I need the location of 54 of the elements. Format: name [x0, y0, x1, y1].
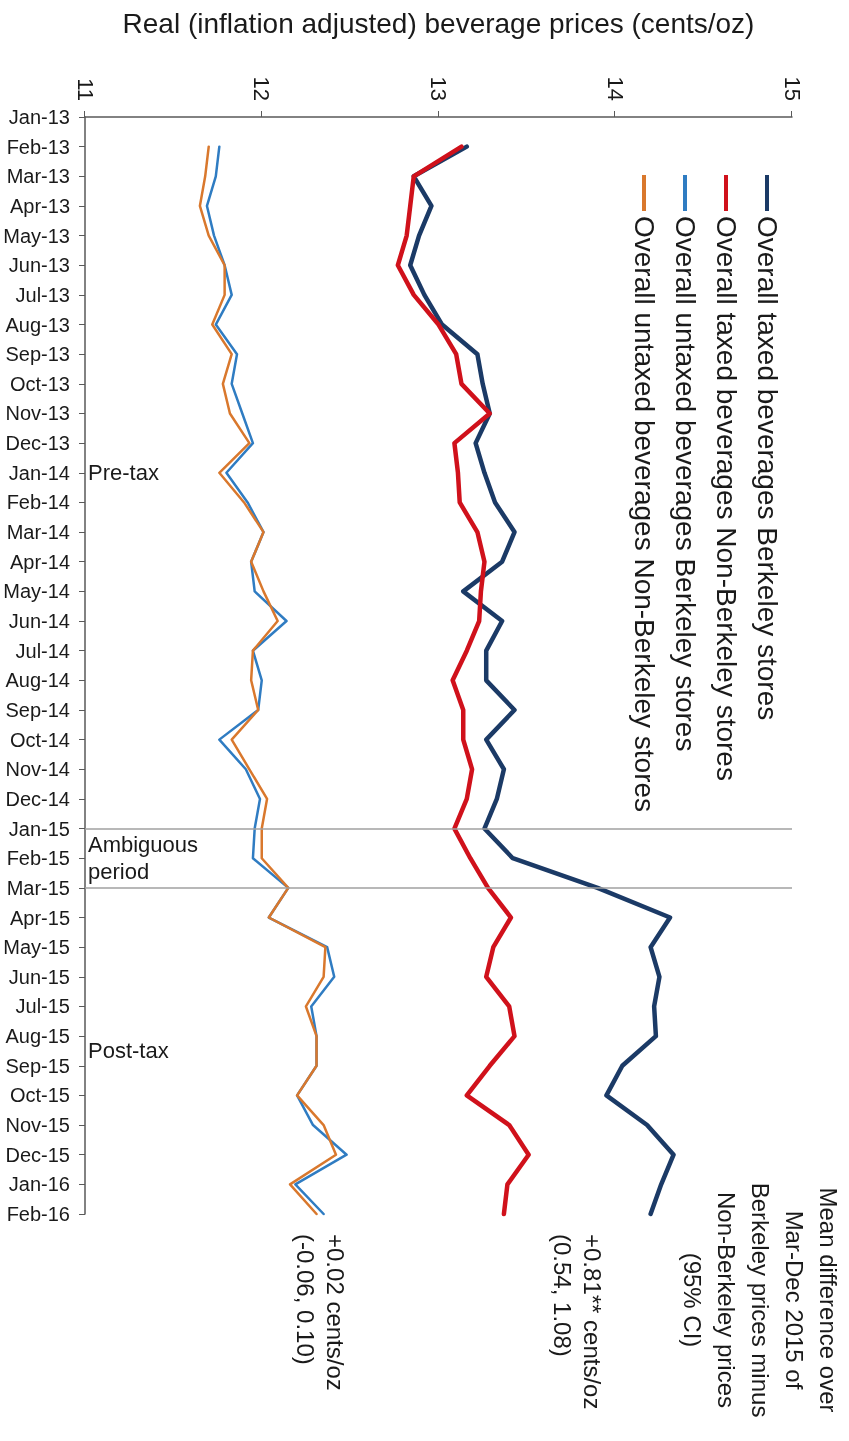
- y-tick-label: Jan-16: [8, 1173, 70, 1196]
- y-tick-label: Nov-15: [5, 1114, 70, 1137]
- y-tick-label: Jun-14: [8, 610, 70, 633]
- y-tick-label: May-13: [3, 224, 70, 247]
- legend-label: Overall untaxed beverages Non-Berkeley stores: [628, 216, 660, 813]
- y-tick-label: Feb-14: [6, 491, 70, 514]
- text: +0.02 cents/oz (-0.06, 0.10): [291, 1234, 349, 1391]
- y-tick-label: Apr-14: [9, 550, 70, 573]
- y-tick-label: May-14: [3, 580, 70, 603]
- x-tick-label: 13: [426, 76, 451, 101]
- y-tick-label: Jul-15: [15, 995, 70, 1018]
- y-tick-label: Nov-14: [5, 758, 70, 781]
- y-tick-label: Jul-13: [15, 283, 70, 306]
- annotation: Pre-tax: [88, 460, 159, 486]
- y-tick-label: Mar-13: [6, 165, 70, 188]
- y-tick-label: Jun-15: [8, 965, 70, 988]
- annotation: Ambiguous period: [88, 832, 199, 885]
- y-tick-label: Aug-15: [5, 1025, 70, 1048]
- y-tick-label: May-15: [3, 936, 70, 959]
- y-tick-label: Jan-14: [8, 461, 70, 484]
- y-tick-label: Mar-15: [6, 876, 70, 899]
- text: +0.81** cents/oz (0.54, 1.08): [548, 1234, 606, 1410]
- y-tick-label: Feb-15: [6, 847, 70, 870]
- x-tick-label: 14: [602, 76, 628, 101]
- y-tick-label: Jun-13: [8, 254, 70, 277]
- y-tick-label: Apr-15: [9, 906, 70, 929]
- y-tick-label: Jul-14: [15, 639, 70, 662]
- legend-label: Overall taxed beverages Non-Berkeley stores: [710, 216, 742, 781]
- annotation: Mean difference over Mar-Dec 2015 of Berkeley prices minus Non-Berkeley prices (95% CI): [678, 1182, 842, 1418]
- y-tick-label: Mar-14: [6, 521, 70, 544]
- x-tick-label: 11: [72, 78, 98, 101]
- y-tick-label: Aug-13: [5, 313, 70, 336]
- y-tick-label: Oct-15: [9, 1084, 70, 1107]
- legend-label: Overall untaxed beverages Berkeley stores: [669, 216, 701, 752]
- y-tick-label: Nov-13: [5, 402, 70, 425]
- y-tick-label: Oct-13: [9, 372, 70, 395]
- legend-label: Overall taxed beverages Berkeley stores: [751, 216, 783, 721]
- y-tick-label: Oct-14: [9, 728, 70, 751]
- y-tick-label: Sep-14: [5, 698, 70, 721]
- y-tick-label: Jan-13: [8, 106, 70, 128]
- y-tick-label: Jan-15: [8, 817, 70, 840]
- y-tick-label: Dec-13: [5, 432, 70, 455]
- y-tick-label: Feb-16: [6, 1203, 70, 1225]
- x-tick-label: 12: [249, 76, 275, 101]
- y-tick-label: Sep-15: [5, 1054, 70, 1077]
- y-tick-label: Sep-13: [5, 343, 70, 366]
- y-tick-label: Dec-15: [5, 1143, 70, 1166]
- y-tick-label: Dec-14: [5, 787, 70, 810]
- y-tick-label: Apr-13: [9, 194, 70, 217]
- annotation: Post-tax: [88, 1038, 169, 1064]
- y-tick-label: Aug-14: [5, 669, 70, 692]
- y-tick-label: Feb-13: [6, 135, 70, 158]
- x-tick-label: 15: [779, 76, 805, 101]
- x-axis-title: Real (inflation adjusted) beverage prices (cents/oz): [122, 7, 755, 39]
